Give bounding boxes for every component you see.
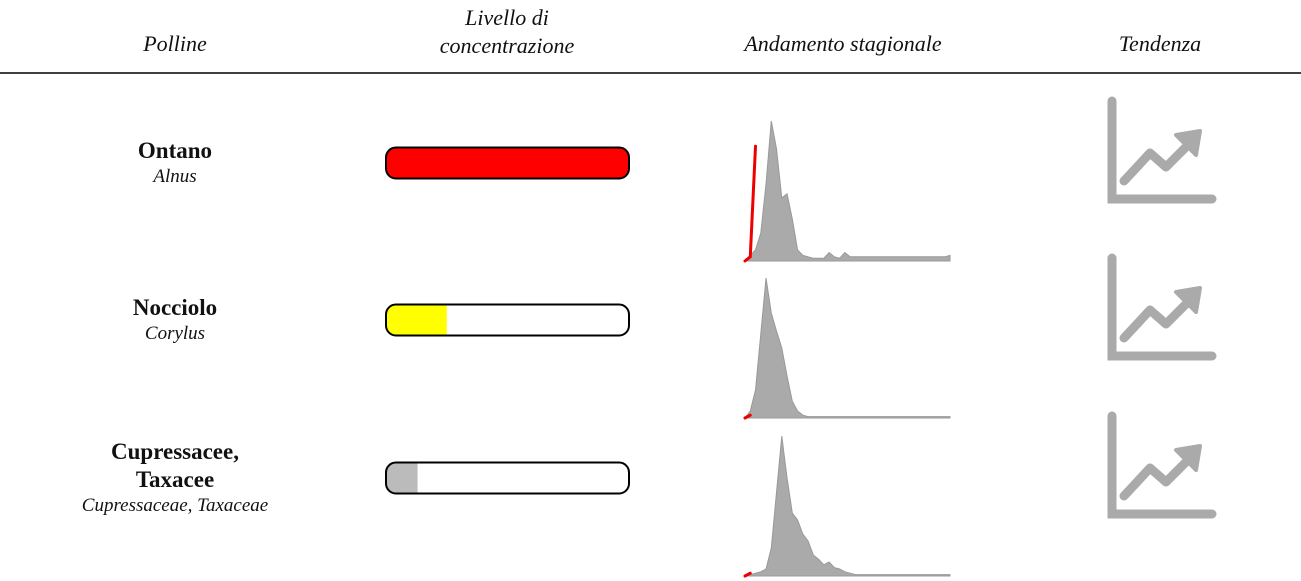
trend-icon <box>1107 253 1217 361</box>
trend-icon <box>1119 136 1197 186</box>
column-header: Polline <box>143 31 207 56</box>
level-frame <box>385 303 630 337</box>
pollen-latin: Alnus <box>153 166 197 187</box>
level-fill <box>386 304 447 336</box>
column-header: Tendenza <box>1118 31 1202 56</box>
pollen-name: Ontano <box>137 138 213 163</box>
level-frame <box>385 461 630 495</box>
level-frame <box>385 146 630 180</box>
level-fill <box>386 147 629 179</box>
current-line <box>743 413 752 420</box>
season-area <box>743 277 951 419</box>
pollen-name: Cupressacee, Taxacee <box>111 439 239 492</box>
pollen-latin: Cupressaceae, Taxaceae <box>81 495 269 516</box>
trend-icon <box>1174 129 1202 157</box>
pollen-name: Nocciolo <box>132 295 218 320</box>
column-header: Livello di concentrazione <box>439 5 575 58</box>
trend-icon <box>1174 444 1202 472</box>
level-fill <box>386 462 418 494</box>
season-area <box>743 120 951 262</box>
season-area <box>744 435 951 577</box>
current-line <box>743 144 758 263</box>
pollen-latin: Corylus <box>144 323 206 344</box>
trend-icon <box>1119 451 1197 501</box>
column-header: Andamento stagionale <box>744 31 942 56</box>
trend-icon <box>1107 411 1217 519</box>
trend-icon <box>1107 96 1217 204</box>
trend-icon <box>1174 286 1202 314</box>
trend-icon <box>1119 293 1197 343</box>
current-line <box>743 571 752 578</box>
